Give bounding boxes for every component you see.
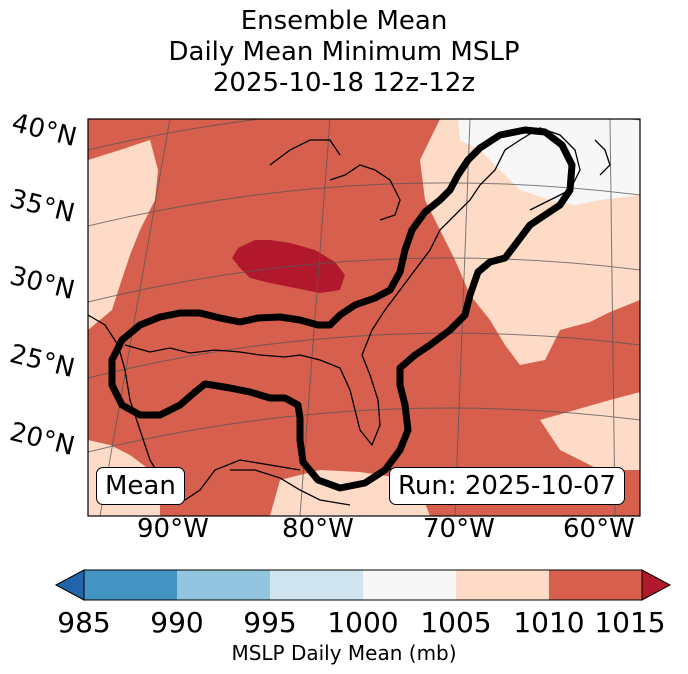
field-1000-1005 [458, 119, 640, 205]
lon-label-60w: 60°W [563, 514, 635, 544]
colorbar-tick-990: 990 [150, 606, 204, 639]
colorbar-bin-1010-1015 [549, 570, 642, 600]
colorbar-bin-1000-1005 [363, 570, 456, 600]
run-label-box: Run: 2025-10-07 [389, 467, 625, 505]
colorbar-bin-985-990 [84, 570, 177, 600]
colorbar-bin-990-995 [177, 570, 270, 600]
lon-label-70w: 70°W [423, 514, 495, 544]
title-line-2: Daily Mean Minimum MSLP [168, 37, 520, 67]
colorbar-tick-1015: 1015 [594, 606, 666, 639]
colorbar-tick-985: 985 [57, 606, 111, 639]
ensemble-outline-contour [108, 126, 576, 492]
mean-label-box: Mean [96, 467, 185, 505]
map-frame [87, 118, 641, 517]
lon-label-90w: 90°W [137, 514, 209, 544]
colorbar-tick-995: 995 [243, 606, 297, 639]
field-1005-1010-west [88, 140, 158, 330]
lon-label-80w: 80°W [282, 514, 354, 544]
colorbar-tick-1000: 1000 [327, 606, 399, 639]
title-line-3: 2025-10-18 12z-12z [212, 68, 476, 98]
colorbar-extend-high [641, 569, 672, 601]
colorbar-extend-low [54, 569, 85, 601]
colorbar-bin-1005-1010 [456, 570, 549, 600]
colorbar-bin-995-1000 [270, 570, 363, 600]
title-line-1: Ensemble Mean [240, 6, 448, 36]
colorbar-tick-1005: 1005 [420, 606, 492, 639]
colorbar-tick-1010: 1010 [513, 606, 585, 639]
colorbar-label: MSLP Daily Mean (mb) [231, 641, 457, 665]
field-1005-1010-east [540, 392, 640, 470]
